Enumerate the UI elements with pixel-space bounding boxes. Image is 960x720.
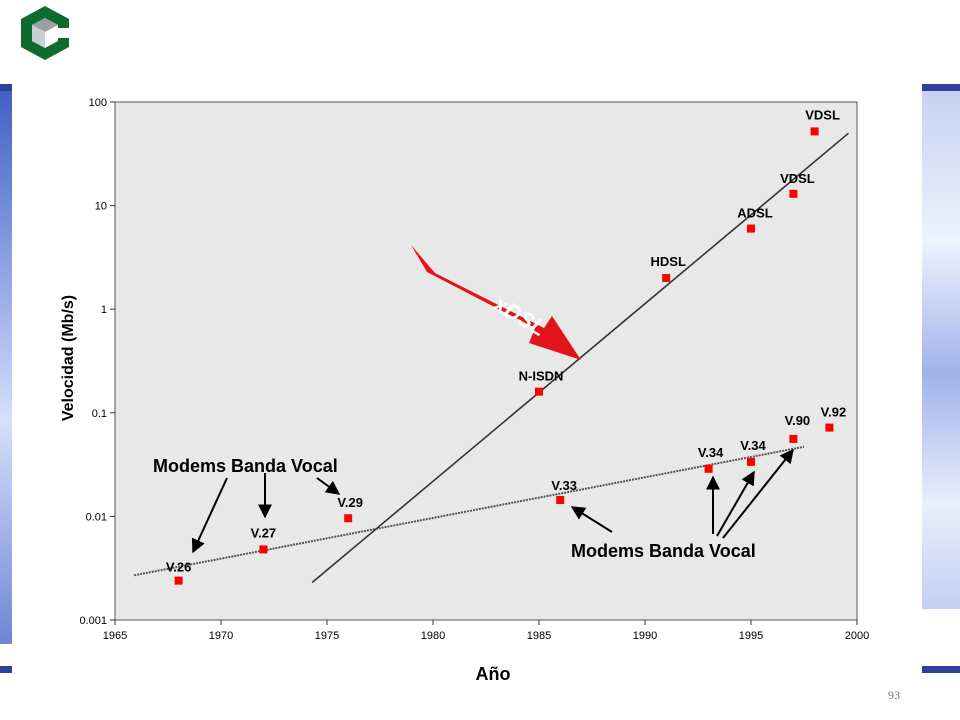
institution-logo xyxy=(21,6,70,60)
slide-page-number: 93 xyxy=(888,688,900,702)
annotation-modems-left: Modems Banda Vocal xyxy=(153,456,338,476)
y-tick-label: 100 xyxy=(89,97,107,109)
marker-v-92 xyxy=(825,423,834,432)
point-label: V.92 xyxy=(821,405,847,420)
x-tick-label: 1985 xyxy=(527,630,551,642)
point-label: VDSL xyxy=(805,107,840,122)
x-axis-title: Año xyxy=(476,664,511,684)
plot-area xyxy=(114,101,858,621)
right-decorative-band xyxy=(922,84,960,609)
point-label: N-ISDN xyxy=(519,369,564,384)
y-tick-label: 10 xyxy=(95,201,107,213)
point-label: V.90 xyxy=(785,413,811,428)
speed-evolution-chart: 1965 1970 1975 1980 1985 1990 1995 2000 100 10 1 0.… xyxy=(60,97,869,684)
marker-adsl xyxy=(747,224,755,233)
right-top-rule xyxy=(922,84,960,91)
left-decorative-band xyxy=(0,84,12,644)
annotation-arrows xyxy=(191,448,794,554)
point-label: V.34 xyxy=(740,438,766,453)
marker-v-29 xyxy=(344,514,353,523)
point-label: HDSL xyxy=(651,254,686,269)
y-tick-label: 0.1 xyxy=(92,408,107,420)
x-tick-label: 1975 xyxy=(315,630,339,642)
x-tick-label: 1980 xyxy=(421,630,445,642)
marker-v-34 xyxy=(747,457,755,466)
marker-v-33 xyxy=(556,495,565,504)
x-tick-label: 2000 xyxy=(845,630,869,642)
marker-v-27 xyxy=(259,545,268,554)
y-tick-label: 0.01 xyxy=(86,511,107,523)
point-label: V.34 xyxy=(698,445,724,460)
point-label: V.29 xyxy=(337,495,363,510)
trend-line-xdsl xyxy=(311,132,850,584)
marker-v-26 xyxy=(174,576,183,585)
marker-n-isdn xyxy=(535,387,543,396)
point-label: ADSL xyxy=(737,206,772,221)
marker-vdsl xyxy=(789,189,798,198)
y-tick-label: 1 xyxy=(101,304,107,316)
annotation-modems-right: Modems Banda Vocal xyxy=(571,541,756,561)
left-bottom-rule xyxy=(0,666,12,673)
left-top-rule xyxy=(0,84,12,91)
point-label: VDSL xyxy=(780,171,815,186)
x-tick-label: 1990 xyxy=(633,630,657,642)
marker-v-90 xyxy=(789,434,798,443)
marker-v-34 xyxy=(704,464,713,473)
y-axis-title: Velocidad (Mb/s) xyxy=(60,295,77,421)
right-bottom-rule xyxy=(922,666,960,673)
marker-vdsl xyxy=(810,127,819,136)
x-tick-label: 1970 xyxy=(209,630,233,642)
x-tick-label: 1965 xyxy=(103,630,127,642)
point-label: V.33 xyxy=(551,478,577,493)
y-tick-label: 0.001 xyxy=(79,615,107,627)
x-tick-label: 1995 xyxy=(739,630,763,642)
point-label: V.27 xyxy=(251,525,277,540)
point-label: V.26 xyxy=(166,560,192,575)
trend-line-modems xyxy=(133,445,805,577)
marker-hdsl xyxy=(662,274,671,283)
